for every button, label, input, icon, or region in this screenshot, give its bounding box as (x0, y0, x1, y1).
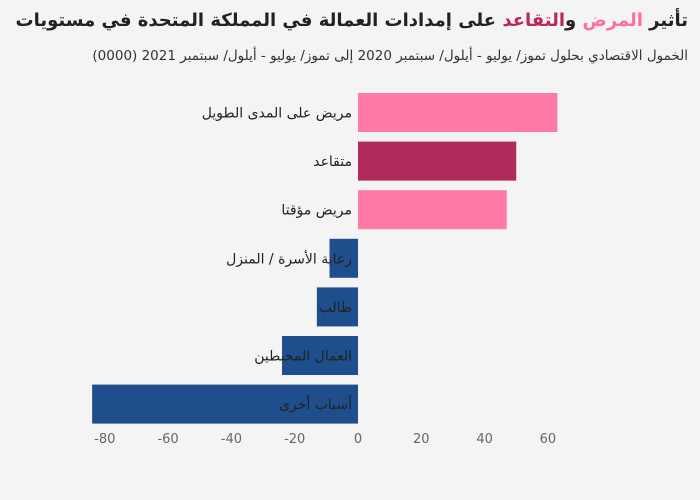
title-part3: على إمدادات العمالة في المملكة المتحدة ف… (15, 10, 503, 31)
x-tick-label-0: -80 (94, 432, 115, 447)
x-tick-label-2: -40 (221, 432, 242, 447)
category-label-5: العمال المحبطين (254, 349, 352, 365)
x-tick-label-3: -20 (284, 432, 305, 447)
category-label-1: متقاعد (313, 154, 352, 170)
title-retirement: التقاعد (502, 10, 566, 31)
title-part1: تأثير (642, 10, 688, 31)
x-tick-label-1: -60 (157, 432, 178, 447)
x-tick-label-4: 0 (354, 432, 362, 447)
bar-4 (316, 287, 358, 327)
category-label-2: مريض مؤقتا (281, 203, 352, 219)
title-sickness: المرض (582, 10, 643, 31)
x-tick-label-7: 60 (540, 432, 557, 447)
bar-6 (92, 384, 358, 424)
category-label-0: مريض على المدى الطويل (202, 106, 352, 122)
x-tick-label-5: 20 (413, 432, 430, 447)
chart-title: تأثير المرض والتقاعد على إمدادات العمالة… (8, 10, 688, 31)
category-label-3: رعاية الأسرة / المنزل (226, 249, 352, 267)
category-label-4: طالب (319, 300, 352, 316)
category-label-6: أسباب أخرى (279, 395, 352, 413)
bar-2 (358, 190, 507, 230)
bar-1 (358, 141, 517, 181)
x-tick-label-6: 40 (476, 432, 493, 447)
bar-0 (358, 93, 558, 132)
title-part2: و (565, 10, 583, 31)
bar-3 (329, 238, 358, 278)
bar-5 (282, 336, 358, 375)
chart-subtitle: الخمول الاقتصادي بحلول تموز/ يوليو - أيل… (92, 48, 688, 64)
